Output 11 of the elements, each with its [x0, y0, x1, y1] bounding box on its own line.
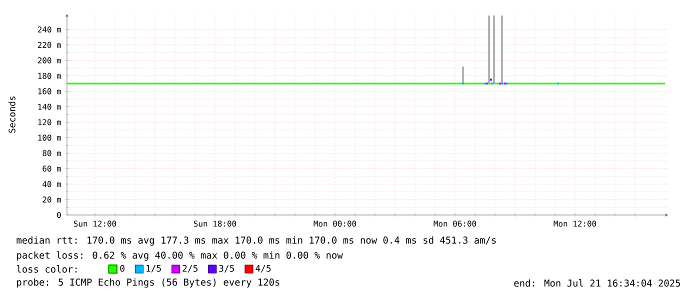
y-axis-title: Seconds	[8, 96, 16, 133]
legend-title: loss color:	[16, 265, 77, 273]
text: median rtt: 170.0 ms avg 177.3 ms max 170.0 ms min 170.0 ms now 0.4 ms sd 451.3 am/s	[16, 236, 496, 246]
legend-label: 3/5	[219, 264, 234, 272]
text: probe: 5 ICMP Echo Pings (56 Bytes) every 120s	[17, 278, 280, 288]
legend-label: 0	[120, 264, 124, 272]
text: packet loss: 0.62 % avg 40.00 % max 0.00 % min 0.00 % now	[17, 251, 343, 261]
legend-label: 4/5	[256, 265, 271, 272]
text: end: Mon Jul 21 16:34:04 2025	[514, 279, 680, 287]
legend-label: 1/5	[146, 265, 161, 272]
legend-label: 2/5	[182, 264, 198, 272]
